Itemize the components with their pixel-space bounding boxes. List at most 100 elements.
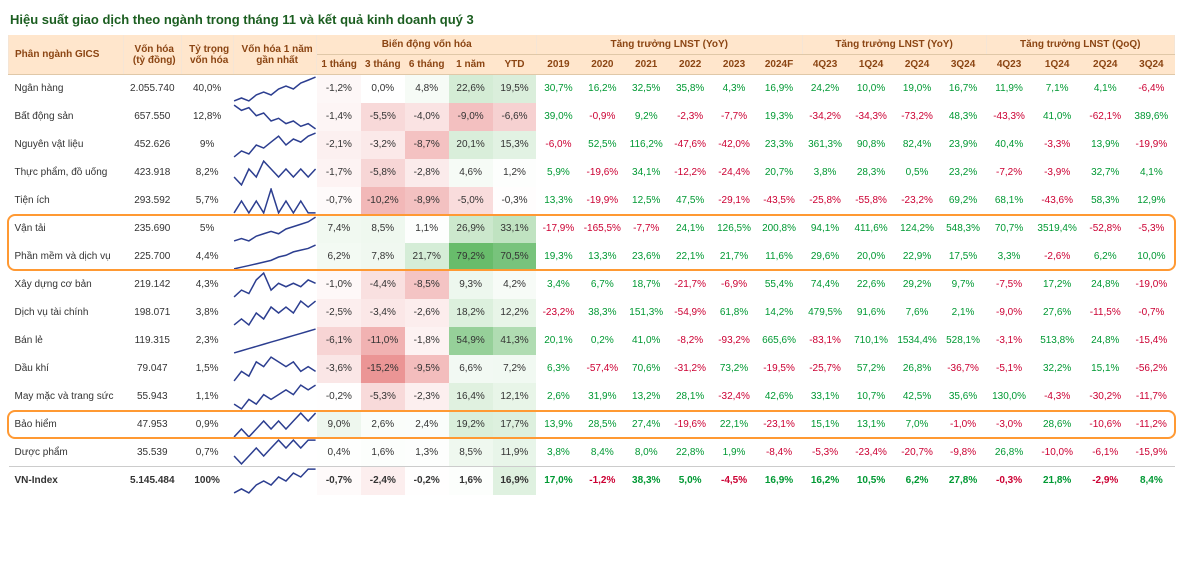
table-row: Phần mềm và dịch vụ225.7004,4%6,2%7,8%21… bbox=[9, 243, 1175, 271]
cell-yoyq-1q24: 22,6% bbox=[848, 271, 894, 299]
cell-weight: 100% bbox=[181, 467, 233, 495]
table-row: Dầu khí79.0471,5%-3,6%-15,2%-9,5%6,6%7,2… bbox=[9, 355, 1175, 383]
sector-table: Phân ngành GICS Vốn hóa (tỷ đồng) Tỷ trọ… bbox=[8, 35, 1175, 495]
col-sector: Phân ngành GICS bbox=[9, 35, 124, 75]
cell-marketcap: 5.145.484 bbox=[124, 467, 182, 495]
cell-qoq-2q24: 15,1% bbox=[1082, 355, 1128, 383]
cell-yoyy-2020: 8,4% bbox=[580, 439, 624, 467]
cell-spark bbox=[233, 299, 317, 327]
cell-yoyy-2022: 5,0% bbox=[668, 467, 712, 495]
cell-yoyy-2020: -0,9% bbox=[580, 103, 624, 131]
cell-1y: 26,9% bbox=[449, 215, 493, 243]
cell-yoyy-2021: 13,2% bbox=[624, 383, 668, 411]
cell-qoq-3q24: -19,9% bbox=[1128, 131, 1174, 159]
cell-qoq-1q24: 27,6% bbox=[1032, 299, 1082, 327]
cell-spark bbox=[233, 103, 317, 131]
table-row: Xây dựng cơ bản219.1424,3%-1,0%-4,4%-8,5… bbox=[9, 271, 1175, 299]
cell-6m: -9,5% bbox=[405, 355, 449, 383]
cell-ytd: 70,5% bbox=[493, 243, 537, 271]
cell-yoyq-4q23: -25,7% bbox=[802, 355, 848, 383]
cell-6m: 1,1% bbox=[405, 215, 449, 243]
cell-ytd: 12,1% bbox=[493, 383, 537, 411]
cell-yoyy-2023: 126,5% bbox=[712, 215, 756, 243]
cell-qoq-3q24: 12,9% bbox=[1128, 187, 1174, 215]
cell-yoyq-1q24: -23,4% bbox=[848, 439, 894, 467]
cell-yoyq-4q23: -25,8% bbox=[802, 187, 848, 215]
cell-yoyy-2019: 5,9% bbox=[536, 159, 580, 187]
col-spark: Vốn hóa 1 năm gần nhất bbox=[233, 35, 317, 75]
table-row: Dịch vụ tài chính198.0713,8%-2,5%-3,4%-2… bbox=[9, 299, 1175, 327]
cell-qoq-4q23: -3,0% bbox=[986, 411, 1032, 439]
cell-qoq-1q24: -4,3% bbox=[1032, 383, 1082, 411]
cell-qoq-2q24: 4,1% bbox=[1082, 75, 1128, 103]
cell-yoyy-2021: 41,0% bbox=[624, 327, 668, 355]
cell-yoyy-2022: 22,8% bbox=[668, 439, 712, 467]
cell-yoyy-2019: 2,6% bbox=[536, 383, 580, 411]
cell-weight: 4,4% bbox=[181, 243, 233, 271]
col-weight: Tỷ trọng vốn hóa bbox=[181, 35, 233, 75]
cell-weight: 4,3% bbox=[181, 271, 233, 299]
cell-1y: 79,2% bbox=[449, 243, 493, 271]
cell-yoyq-2q24: 26,8% bbox=[894, 355, 940, 383]
cell-marketcap: 219.142 bbox=[124, 271, 182, 299]
cell-1m: 0,4% bbox=[317, 439, 361, 467]
cell-1m: -1,4% bbox=[317, 103, 361, 131]
cell-3m: 8,5% bbox=[361, 215, 405, 243]
cell-yoyy-2024f: -23,1% bbox=[756, 411, 802, 439]
cell-yoyy-2024f: 665,6% bbox=[756, 327, 802, 355]
cell-yoyq-4q23: 15,1% bbox=[802, 411, 848, 439]
cell-yoyq-1q24: 411,6% bbox=[848, 215, 894, 243]
col-q1q24: 1Q24 bbox=[848, 55, 894, 75]
cell-yoyq-1q24: 28,3% bbox=[848, 159, 894, 187]
cell-sector: Nguyên vật liệu bbox=[9, 131, 124, 159]
cell-yoyq-3q24: 23,2% bbox=[940, 159, 986, 187]
col-2021: 2021 bbox=[624, 55, 668, 75]
cell-qoq-3q24: -11,7% bbox=[1128, 383, 1174, 411]
cell-yoyq-1q24: 20,0% bbox=[848, 243, 894, 271]
cell-yoyy-2020: 31,9% bbox=[580, 383, 624, 411]
cell-qoq-3q24: -5,3% bbox=[1128, 215, 1174, 243]
cell-1y: 19,2% bbox=[449, 411, 493, 439]
cell-yoyy-2019: 19,3% bbox=[536, 243, 580, 271]
cell-yoyy-2023: -32,4% bbox=[712, 383, 756, 411]
cell-qoq-2q24: -30,2% bbox=[1082, 383, 1128, 411]
cell-yoyy-2023: -29,1% bbox=[712, 187, 756, 215]
cell-1m: -6,1% bbox=[317, 327, 361, 355]
col-q4q23: 4Q23 bbox=[802, 55, 848, 75]
cell-yoyq-1q24: 710,1% bbox=[848, 327, 894, 355]
cell-1m: -3,6% bbox=[317, 355, 361, 383]
cell-ytd: 17,7% bbox=[493, 411, 537, 439]
cell-yoyy-2023: -24,4% bbox=[712, 159, 756, 187]
cell-ytd: 33,1% bbox=[493, 215, 537, 243]
cell-yoyq-4q23: 361,3% bbox=[802, 131, 848, 159]
cell-yoyy-2021: 38,3% bbox=[624, 467, 668, 495]
cell-6m: 4,8% bbox=[405, 75, 449, 103]
cell-yoyy-2021: 32,5% bbox=[624, 75, 668, 103]
cell-ytd: 4,2% bbox=[493, 271, 537, 299]
cell-yoyq-3q24: 548,3% bbox=[940, 215, 986, 243]
cell-qoq-3q24: -15,4% bbox=[1128, 327, 1174, 355]
cell-3m: -15,2% bbox=[361, 355, 405, 383]
cell-weight: 2,3% bbox=[181, 327, 233, 355]
col-qq1q24: 1Q24 bbox=[1032, 55, 1082, 75]
cell-3m: -3,2% bbox=[361, 131, 405, 159]
cell-yoyq-3q24: 528,1% bbox=[940, 327, 986, 355]
cell-qoq-4q23: -7,5% bbox=[986, 271, 1032, 299]
cell-yoyy-2021: 70,6% bbox=[624, 355, 668, 383]
colgroup-yoy-q: Tăng trưởng LNST (YoY) bbox=[802, 35, 986, 55]
cell-yoyy-2021: 116,2% bbox=[624, 131, 668, 159]
cell-yoyy-2021: -7,7% bbox=[624, 215, 668, 243]
cell-yoyq-1q24: 57,2% bbox=[848, 355, 894, 383]
cell-spark bbox=[233, 187, 317, 215]
cell-yoyq-2q24: -23,2% bbox=[894, 187, 940, 215]
cell-qoq-3q24: 10,0% bbox=[1128, 243, 1174, 271]
cell-yoyy-2024f: 200,8% bbox=[756, 215, 802, 243]
cell-weight: 0,7% bbox=[181, 439, 233, 467]
cell-sector: Bảo hiểm bbox=[9, 411, 124, 439]
cell-yoyq-2q24: -73,2% bbox=[894, 103, 940, 131]
cell-sector: Dầu khí bbox=[9, 355, 124, 383]
cell-yoyy-2020: -19,9% bbox=[580, 187, 624, 215]
cell-6m: -8,9% bbox=[405, 187, 449, 215]
table-row: May mặc và trang sức55.9431,1%-0,2%-5,3%… bbox=[9, 383, 1175, 411]
cell-qoq-1q24: 17,2% bbox=[1032, 271, 1082, 299]
